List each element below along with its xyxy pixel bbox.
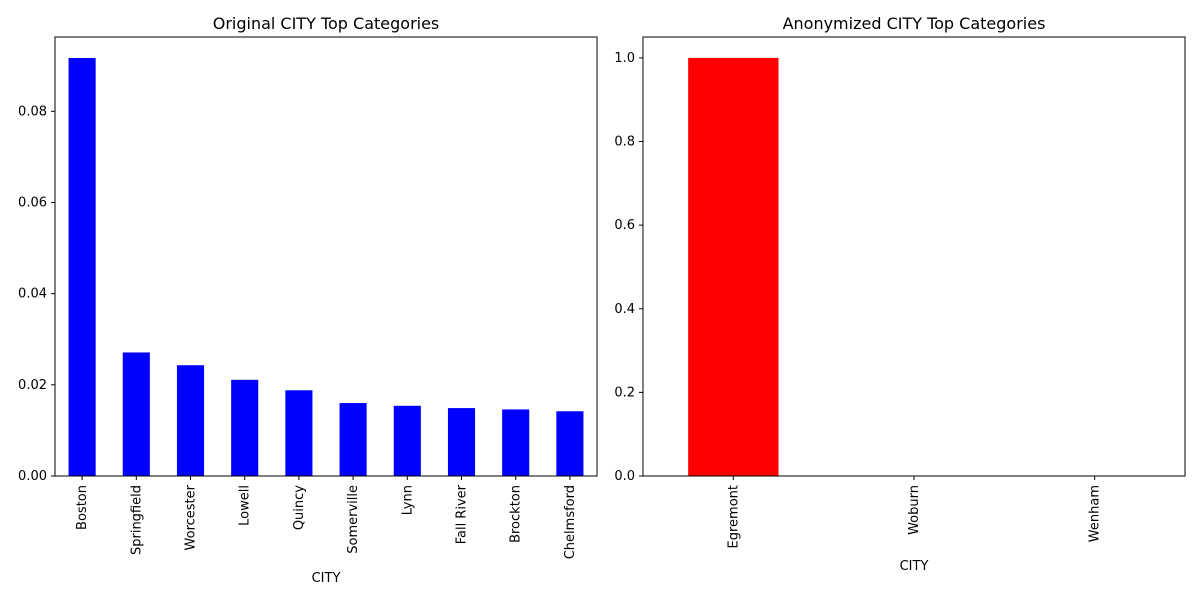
chart-title: Original CITY Top Categories <box>213 14 440 33</box>
x-tick-label: Quincy <box>292 485 307 530</box>
y-tick-label: 0.0 <box>614 469 635 484</box>
x-tick-label: Somerville <box>346 485 361 554</box>
chart-title: Anonymized CITY Top Categories <box>783 14 1046 33</box>
y-tick-label: 0.08 <box>18 104 47 119</box>
bar-brockton <box>502 409 530 476</box>
x-tick-label: Fall River <box>455 484 470 544</box>
x-tick-label: Egremont <box>726 485 741 548</box>
x-axis-label: CITY <box>312 571 341 586</box>
x-tick-label: Lowell <box>238 485 253 526</box>
axes-frame <box>54 36 598 477</box>
x-tick-label: Woburn <box>907 485 922 535</box>
bar-springfield <box>122 352 150 476</box>
x-axis-label: CITY <box>900 559 929 574</box>
bar-boston <box>68 57 96 477</box>
x-tick-label: Wenham <box>1088 485 1103 542</box>
bar-egremont <box>688 57 779 477</box>
x-tick-label: Boston <box>75 485 90 530</box>
bar-chelmsford <box>556 411 584 476</box>
y-tick-label: 0.4 <box>614 302 635 317</box>
x-tick-label: Brockton <box>509 485 524 543</box>
bar-worcester <box>176 365 205 476</box>
y-tick-label: 0.6 <box>614 218 635 233</box>
y-tick-label: 0.2 <box>614 385 635 400</box>
x-tick-label: Chelmsford <box>563 485 578 559</box>
y-tick-label: 0.06 <box>18 195 47 210</box>
x-tick-label: Springfield <box>129 485 144 555</box>
bar-lynn <box>393 405 421 476</box>
y-tick-label: 0.04 <box>18 287 47 302</box>
chart-original-city: 0.00 0.02 0.04 0.06 0.08 Boston Springfield Wor… <box>18 14 598 586</box>
y-tick-label: 0.02 <box>18 378 47 393</box>
y-tick-label: 0.8 <box>614 135 635 150</box>
chart-anonymized-city: 0.0 0.2 0.4 0.6 0.8 1.0 Egremont Woburn Wenham An… <box>614 14 1186 574</box>
x-tick-label: Lynn <box>400 485 415 515</box>
bar-lowell <box>231 379 259 476</box>
x-tick-label: Worcester <box>184 484 199 550</box>
bar-quincy <box>285 390 313 476</box>
bar-somerville <box>339 403 367 476</box>
y-tick-label: 1.0 <box>614 51 635 66</box>
bar-fall-river <box>447 408 476 476</box>
y-tick-label: 0.00 <box>18 469 47 484</box>
